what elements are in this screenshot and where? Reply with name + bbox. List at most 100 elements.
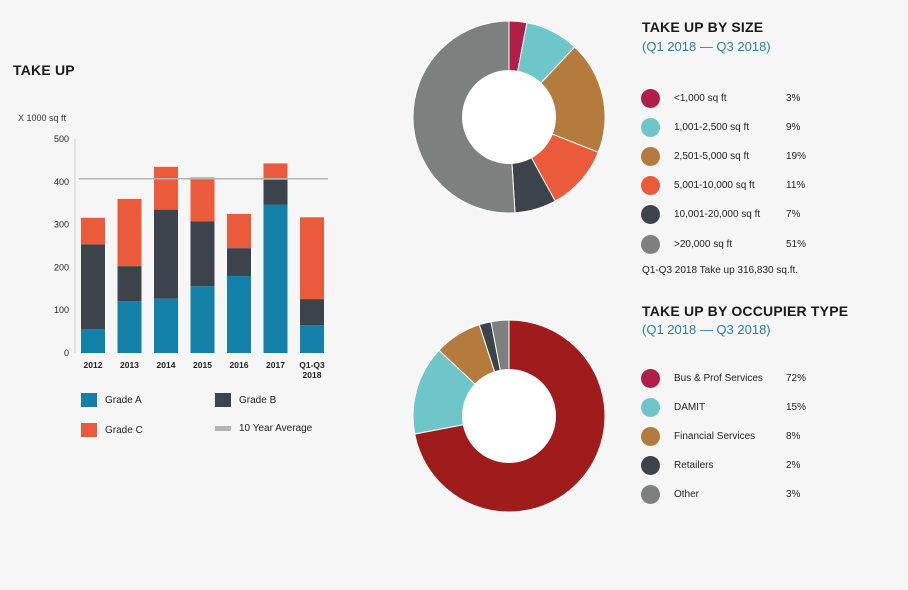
legend-label: Grade A bbox=[105, 394, 142, 406]
legend-row: Bus & Prof Services 72% bbox=[641, 368, 806, 388]
legend-dot bbox=[641, 368, 660, 388]
bar-grade-a bbox=[81, 329, 105, 353]
size-total-note: Q1-Q3 2018 Take up 316,830 sq.ft. bbox=[642, 265, 799, 276]
legend-percent: 51% bbox=[786, 238, 807, 250]
legend-percent: 7% bbox=[786, 209, 801, 221]
bar-grade-b bbox=[263, 179, 288, 205]
legend-label: >20,000 sq ft bbox=[674, 238, 733, 250]
legend-label: Other bbox=[674, 489, 700, 501]
legend-percent: 8% bbox=[786, 430, 801, 442]
legend-label: DAMIT bbox=[674, 401, 706, 413]
bar-grade-b bbox=[81, 244, 105, 330]
bar-grade-c bbox=[154, 166, 178, 210]
occupier-donut-chart bbox=[412, 319, 606, 513]
bar-grade-b bbox=[154, 209, 178, 299]
legend-label: 1,001-2,500 sq ft bbox=[674, 121, 750, 133]
legend-dot bbox=[641, 234, 660, 254]
x-tick-label: 2014 bbox=[157, 360, 176, 370]
x-tick-label: 2016 bbox=[230, 360, 249, 370]
legend-row: Retailers 2% bbox=[641, 456, 800, 476]
legend-row: 5,001-10,000 sq ft 11% bbox=[641, 176, 805, 196]
y-tick-label: 100 bbox=[54, 305, 69, 315]
legend-dot bbox=[641, 146, 660, 166]
legend-grade-a: Grade A bbox=[81, 393, 142, 407]
size-title: TAKE UP BY SIZE bbox=[642, 19, 764, 35]
legend-row: >20,000 sq ft 51% bbox=[641, 234, 806, 254]
bar-grade-a bbox=[190, 286, 215, 353]
occupier-title: TAKE UP BY OCCUPIER TYPE bbox=[642, 303, 849, 319]
legend-grade-c: Grade C bbox=[81, 423, 143, 437]
legend-grade-b: Grade B bbox=[215, 393, 276, 407]
legend-label: <1,000 sq ft bbox=[674, 92, 727, 104]
y-tick-label: 0 bbox=[64, 348, 69, 358]
legend-dot bbox=[641, 485, 660, 505]
legend-label: Grade C bbox=[105, 424, 143, 436]
bar-grade-c bbox=[117, 198, 142, 267]
legend-dot bbox=[641, 117, 660, 137]
legend-dot bbox=[641, 176, 660, 196]
x-tick-label: 2018 bbox=[303, 370, 322, 380]
legend-label: 2,501-5,000 sq ft bbox=[674, 150, 750, 162]
legend-swatch bbox=[81, 393, 97, 407]
legend-row: <1,000 sq ft 3% bbox=[641, 88, 800, 108]
occupier-subtitle: (Q1 2018 — Q3 2018) bbox=[642, 322, 771, 337]
legend-dot bbox=[641, 205, 660, 225]
legend-label: Bus & Prof Services bbox=[674, 372, 763, 384]
legend-label: 5,001-10,000 sq ft bbox=[674, 180, 755, 192]
size-subtitle: (Q1 2018 — Q3 2018) bbox=[642, 39, 771, 54]
legend-swatch bbox=[81, 423, 97, 437]
bar-grade-c bbox=[190, 177, 215, 222]
take-up-bar-chart: 0 100 200 300 400 500 2012 2013 2014 2015 2016 2017… bbox=[54, 134, 328, 380]
x-tick-label: 2012 bbox=[84, 360, 103, 370]
bar-grade-c bbox=[227, 213, 251, 249]
x-tick-label: 2017 bbox=[266, 360, 285, 370]
donut-hole bbox=[462, 70, 556, 164]
legend-row: 10,001-20,000 sq ft 7% bbox=[641, 205, 800, 225]
bar-grade-a bbox=[300, 325, 324, 353]
size-donut-chart bbox=[412, 20, 606, 214]
bar-grade-c bbox=[81, 217, 105, 245]
legend-percent: 72% bbox=[786, 372, 807, 384]
bar-grade-b bbox=[227, 248, 251, 276]
legend-label: Financial Services bbox=[674, 430, 756, 442]
donut-hole bbox=[462, 369, 556, 463]
legend-10-year-average: 10 Year Average bbox=[215, 423, 312, 434]
legend-swatch bbox=[215, 426, 231, 431]
legend-row: 2,501-5,000 sq ft 19% bbox=[641, 146, 806, 166]
y-axis-unit: X 1000 sq ft bbox=[18, 113, 67, 123]
y-tick-label: 300 bbox=[54, 220, 69, 230]
legend-percent: 9% bbox=[786, 121, 801, 133]
legend-dot bbox=[641, 456, 660, 476]
y-tick-label: 400 bbox=[54, 177, 69, 187]
take-up-title: TAKE UP bbox=[13, 62, 75, 78]
legend-dot bbox=[641, 397, 660, 417]
legend-percent: 2% bbox=[786, 460, 801, 472]
legend-percent: 3% bbox=[786, 92, 801, 104]
bar-grade-a bbox=[227, 275, 251, 353]
legend-label: Retailers bbox=[674, 460, 714, 472]
legend-dot bbox=[641, 88, 660, 108]
bar-grade-c bbox=[300, 217, 324, 300]
legend-percent: 15% bbox=[786, 401, 807, 413]
legend-percent: 19% bbox=[786, 150, 807, 162]
legend-row: DAMIT 15% bbox=[641, 397, 806, 417]
legend-label: 10,001-20,000 sq ft bbox=[674, 209, 761, 221]
legend-label: 10 Year Average bbox=[239, 423, 313, 434]
legend-percent: 11% bbox=[786, 180, 806, 192]
x-tick-label: 2015 bbox=[193, 360, 212, 370]
x-tick-label: Q1-Q3 bbox=[299, 360, 325, 370]
bar-grade-b bbox=[300, 299, 324, 326]
bar-grade-a bbox=[117, 301, 142, 353]
legend-label: Grade B bbox=[239, 394, 277, 406]
legend-dot bbox=[641, 426, 660, 446]
bar-grade-c bbox=[263, 163, 288, 180]
legend-percent: 3% bbox=[786, 489, 801, 501]
bar-grade-b bbox=[117, 266, 142, 302]
x-tick-label: 2013 bbox=[120, 360, 139, 370]
bar-grade-a bbox=[154, 298, 178, 353]
legend-swatch bbox=[215, 393, 231, 407]
bar-grade-b bbox=[190, 221, 215, 287]
bar-grade-a bbox=[263, 204, 288, 353]
y-tick-label: 500 bbox=[54, 134, 69, 144]
y-tick-label: 200 bbox=[54, 262, 69, 272]
